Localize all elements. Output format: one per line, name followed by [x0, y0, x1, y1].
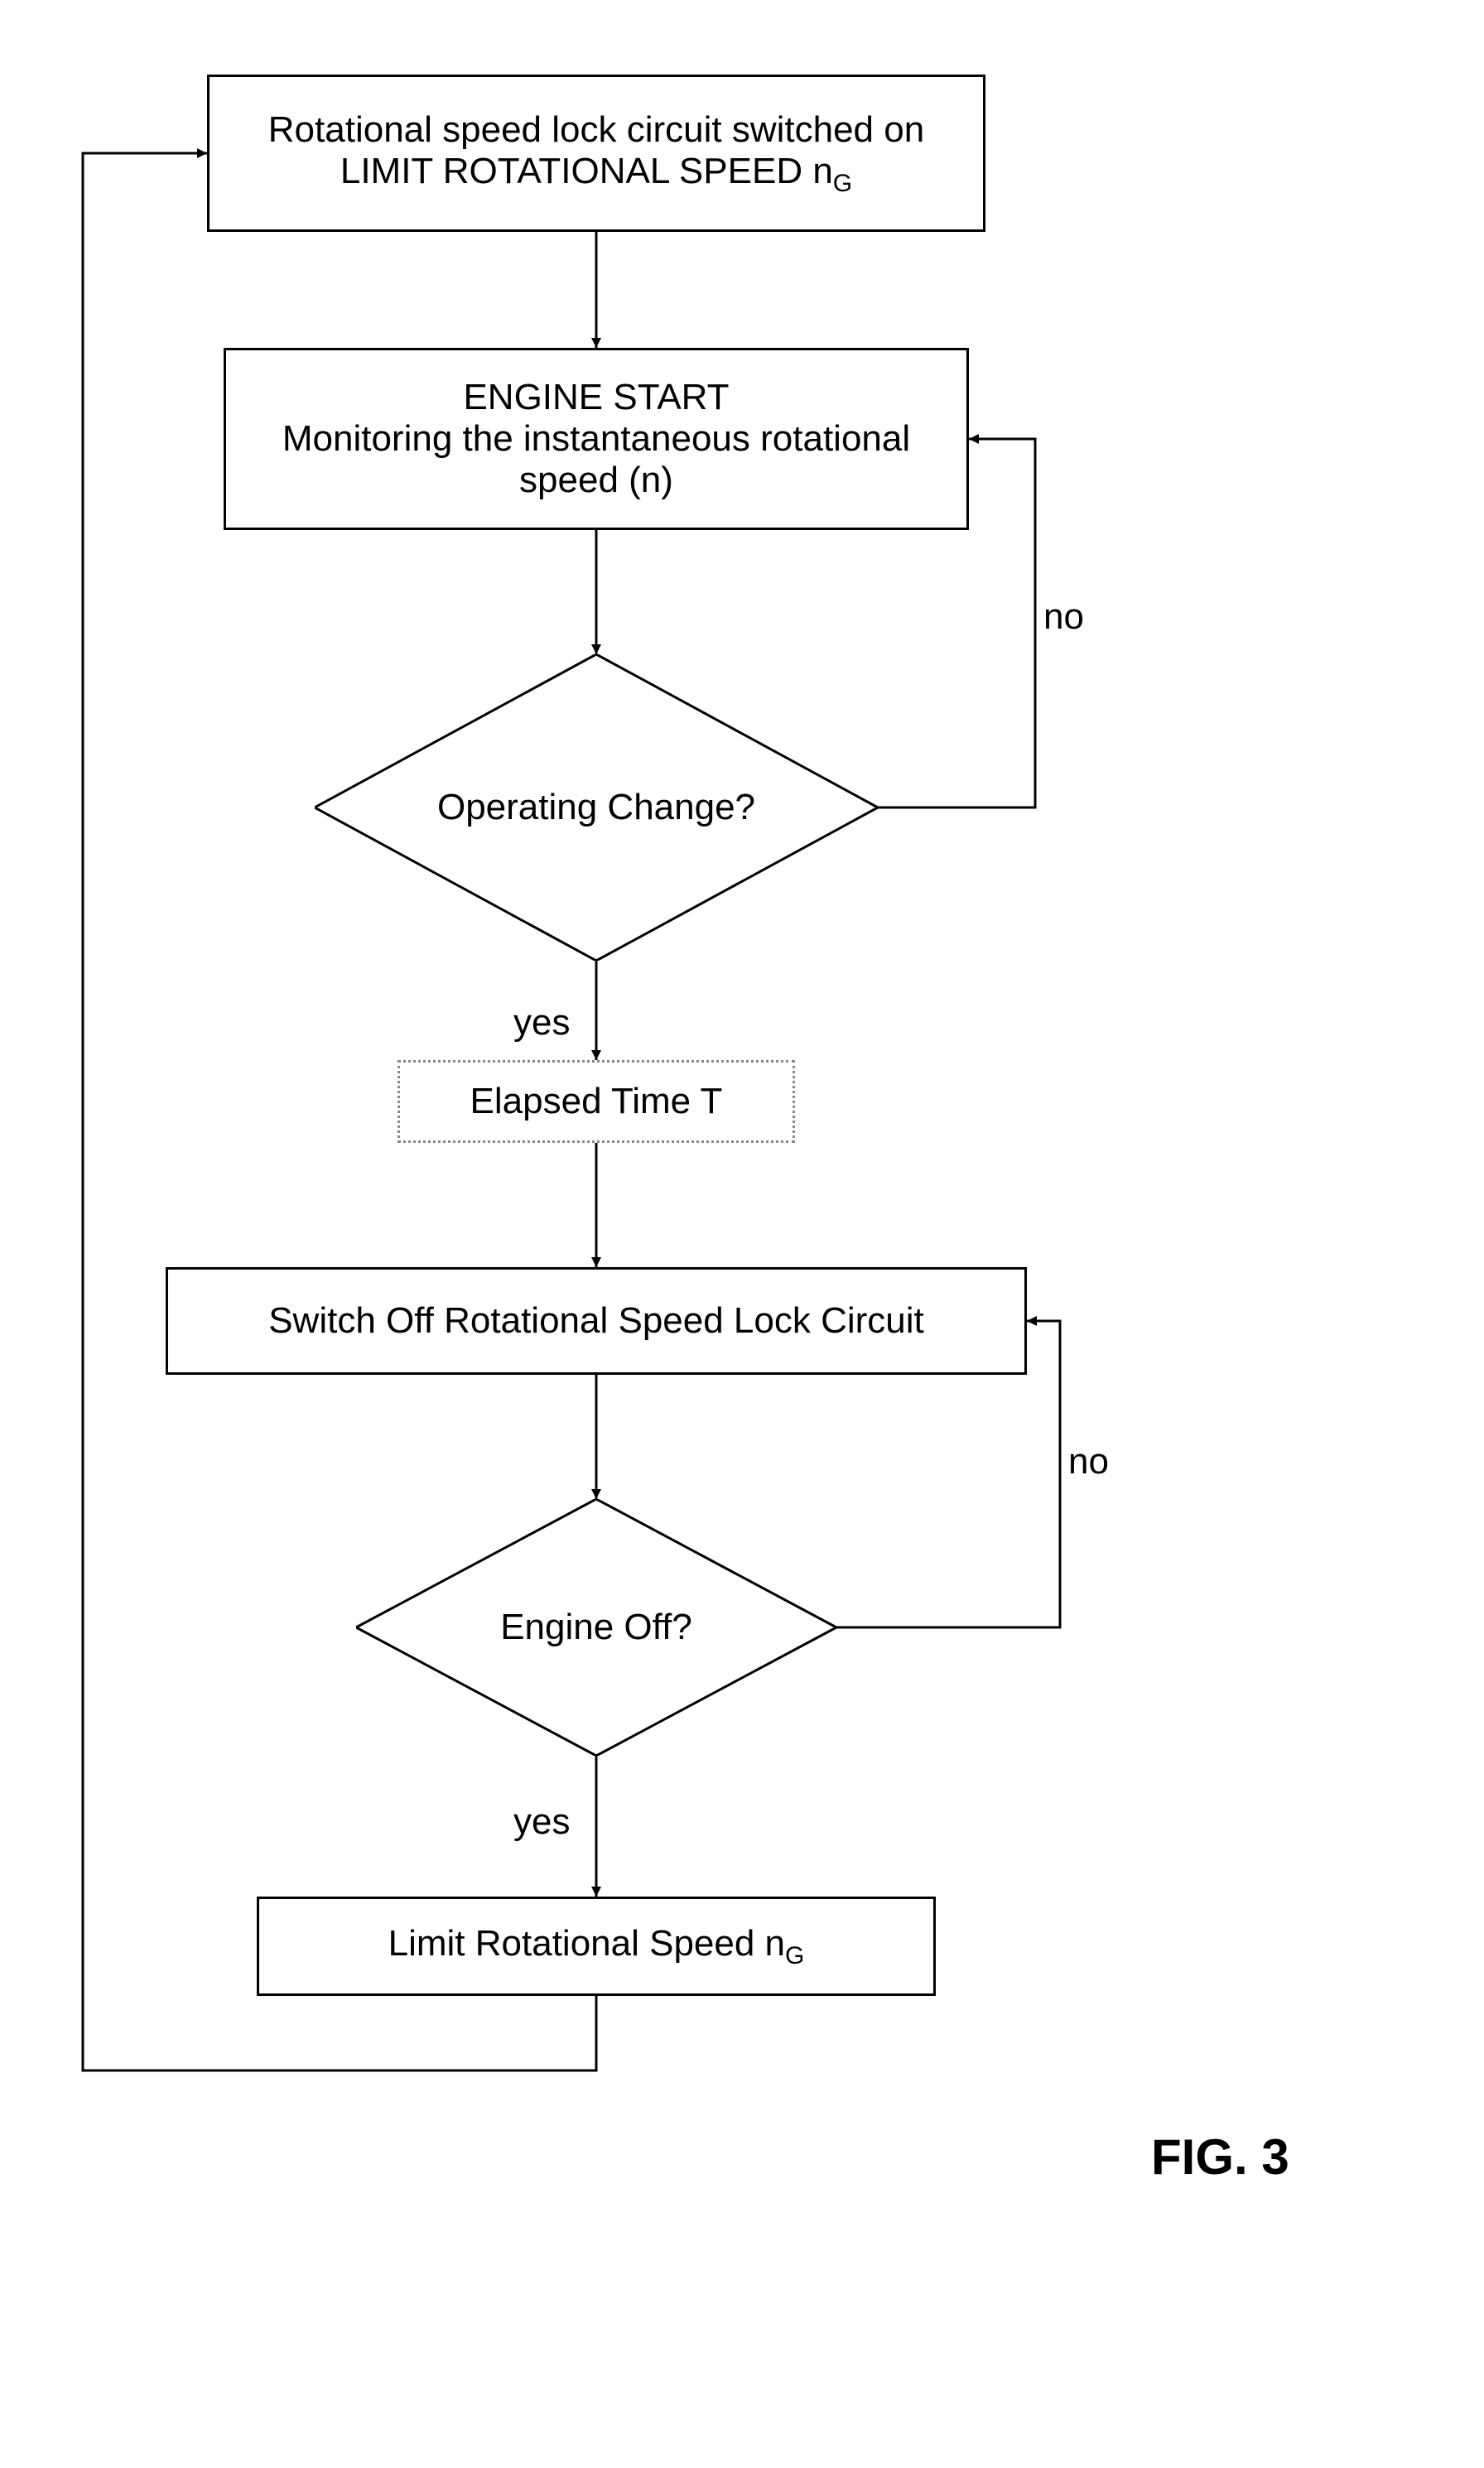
node-switch-off: Switch Off Rotational Speed Lock Circuit — [166, 1267, 1027, 1375]
node-lock-on-line1: Rotational speed lock circuit switched o… — [268, 109, 924, 151]
figure-label: FIG. 3 — [1151, 2128, 1289, 2186]
node-lock-on: Rotational speed lock circuit switched o… — [207, 75, 985, 232]
node-limit-speed: Limit Rotational Speed nG — [257, 1897, 936, 1996]
node-engine-start-line3: speed (n) — [519, 460, 673, 501]
decision-operating-change: Operating Change? — [315, 654, 878, 961]
flowchart-page: Rotational speed lock circuit switched o… — [0, 0, 1484, 2468]
node-lock-on-line2: LIMIT ROTATIONAL SPEED nG — [340, 151, 852, 198]
node-elapsed-time: Elapsed Time T — [398, 1060, 795, 1143]
node-engine-start: ENGINE START Monitoring the instantaneou… — [224, 348, 969, 530]
decision-engine-off-label: Engine Off? — [356, 1607, 836, 1648]
label-d1-yes: yes — [513, 1002, 570, 1044]
node-engine-start-line1: ENGINE START — [463, 377, 729, 418]
decision-operating-change-label: Operating Change? — [315, 787, 878, 828]
label-d1-no: no — [1043, 596, 1084, 638]
decision-engine-off: Engine Off? — [356, 1499, 836, 1756]
node-limit-speed-text: Limit Rotational Speed nG — [388, 1923, 805, 1970]
node-switch-off-label: Switch Off Rotational Speed Lock Circuit — [268, 1300, 924, 1342]
label-d2-no: no — [1068, 1441, 1109, 1482]
node-elapsed-time-label: Elapsed Time T — [470, 1081, 723, 1122]
label-d2-yes: yes — [513, 1801, 570, 1843]
node-engine-start-line2: Monitoring the instantaneous rotational — [282, 418, 910, 460]
